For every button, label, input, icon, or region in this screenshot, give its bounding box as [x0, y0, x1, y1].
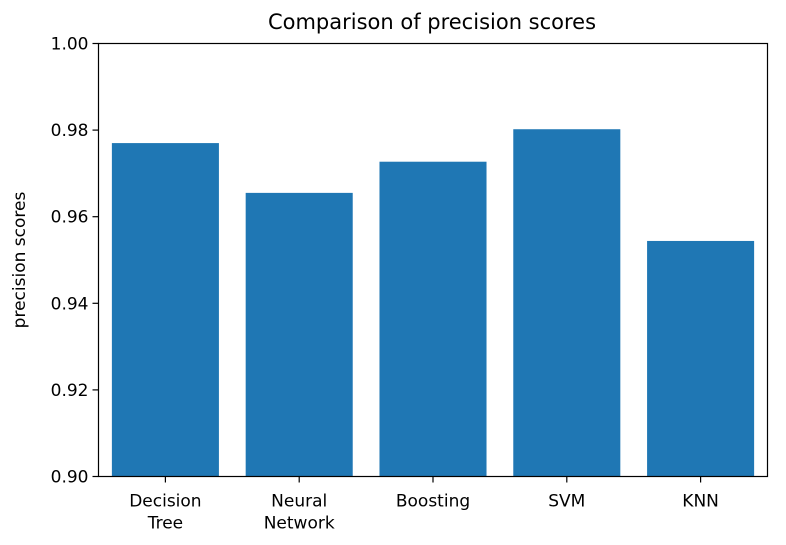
y-tick-label: 0.92 [51, 381, 89, 401]
x-tick-label-line: Decision [129, 492, 201, 512]
bar-1 [245, 192, 353, 477]
x-axis-ticks: Decision Tree Neural Network Boosting SVM KNN [129, 476, 719, 534]
bar-3 [513, 129, 621, 477]
y-tick-label: 1.00 [51, 35, 89, 55]
bar-4 [647, 240, 755, 477]
bar-2 [379, 161, 487, 477]
x-tick-label: Neural Network [264, 492, 335, 534]
y-tick-label: 0.90 [51, 468, 89, 488]
x-tick-label: Boosting [396, 492, 470, 512]
x-tick-label: SVM [548, 492, 585, 512]
chart-title: Comparison of precision scores [268, 10, 596, 34]
y-axis-label: precision scores [10, 192, 30, 329]
bars-layer [111, 129, 755, 477]
y-tick-label: 0.98 [51, 121, 89, 141]
x-tick-label-line: KNN [682, 492, 719, 512]
y-tick-label: 0.94 [51, 294, 89, 314]
x-tick-label-line: Tree [147, 514, 183, 534]
x-tick-label-line: SVM [548, 492, 585, 512]
plot-frame [97, 42, 769, 478]
x-tick-label-line: Neural [271, 492, 327, 512]
x-tick-label: Decision Tree [129, 492, 201, 534]
y-axis-ticks: 0.90 0.92 0.94 0.96 0.98 1.00 [51, 35, 99, 488]
x-tick-label: KNN [682, 492, 719, 512]
y-tick-label: 0.96 [51, 208, 89, 228]
x-tick-label-line: Boosting [396, 492, 470, 512]
x-tick-label-line: Network [264, 514, 335, 534]
bar-0 [111, 143, 219, 477]
